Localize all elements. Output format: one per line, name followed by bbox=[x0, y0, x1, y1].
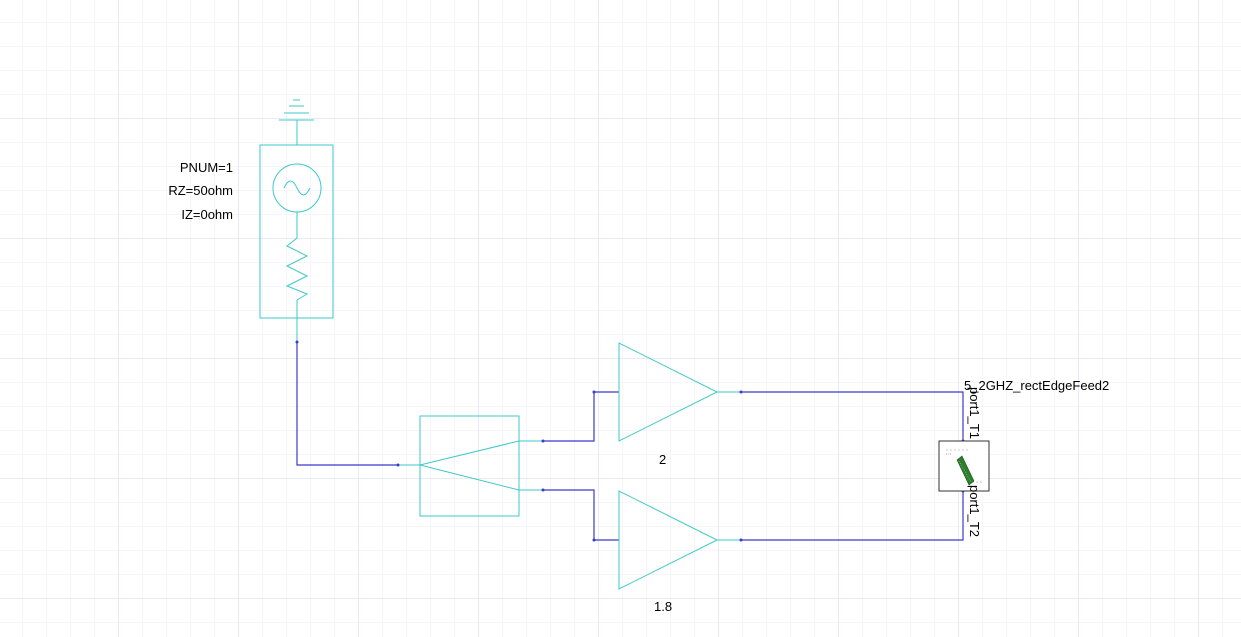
port-param-iz: IZ=0ohm bbox=[181, 207, 233, 222]
wires bbox=[296, 342, 964, 541]
amplifier-bottom-icon bbox=[618, 490, 719, 590]
pin-dot bbox=[295, 340, 299, 344]
subcircuit-port-top: port1_T1 bbox=[967, 387, 982, 440]
amplifier-bottom[interactable] bbox=[618, 490, 741, 590]
subcircuit-port-bottom: port1_T2 bbox=[967, 485, 982, 538]
pin-dot bbox=[739, 390, 743, 394]
sine-wave-icon bbox=[283, 180, 311, 196]
port-param-rz: RZ=50ohm bbox=[168, 183, 233, 198]
pin-dot bbox=[396, 463, 400, 467]
subcircuit-name: 5_2GHZ_rectEdgeFeed2 bbox=[964, 378, 1110, 393]
subcircuit-block[interactable] bbox=[938, 440, 990, 492]
amplifier-top-gain: 2 bbox=[659, 452, 667, 467]
splitter-body bbox=[419, 415, 520, 517]
wire-splitter-to-amp-bottom[interactable] bbox=[543, 489, 619, 541]
pin-dots bbox=[295, 340, 965, 542]
wire-amp-bottom-to-subcircuit[interactable] bbox=[741, 491, 964, 541]
pin-dot bbox=[592, 538, 596, 542]
power-splitter[interactable] bbox=[398, 415, 543, 517]
amplifier-bottom-gain: 1.8 bbox=[654, 599, 673, 614]
pin-dot bbox=[541, 439, 545, 443]
port-param-pnum: PNUM=1 bbox=[179, 160, 233, 175]
wire-amp-top-to-subcircuit[interactable] bbox=[741, 391, 964, 441]
pin-dot bbox=[592, 390, 596, 394]
amplifier-top-icon bbox=[618, 342, 719, 442]
splitter-branch-top bbox=[419, 440, 520, 466]
pin-dot bbox=[739, 538, 743, 542]
splitter-branch-bottom bbox=[419, 464, 520, 491]
layout-thumbnail-icon bbox=[946, 449, 982, 486]
resistor-icon bbox=[285, 237, 309, 301]
wire-source-to-splitter[interactable] bbox=[296, 342, 398, 466]
port-source[interactable] bbox=[259, 144, 334, 342]
amplifier-top[interactable] bbox=[618, 342, 741, 442]
wire-splitter-to-amp-top[interactable] bbox=[543, 391, 619, 442]
pin-dot bbox=[541, 488, 545, 492]
ground-symbol[interactable] bbox=[279, 99, 314, 145]
